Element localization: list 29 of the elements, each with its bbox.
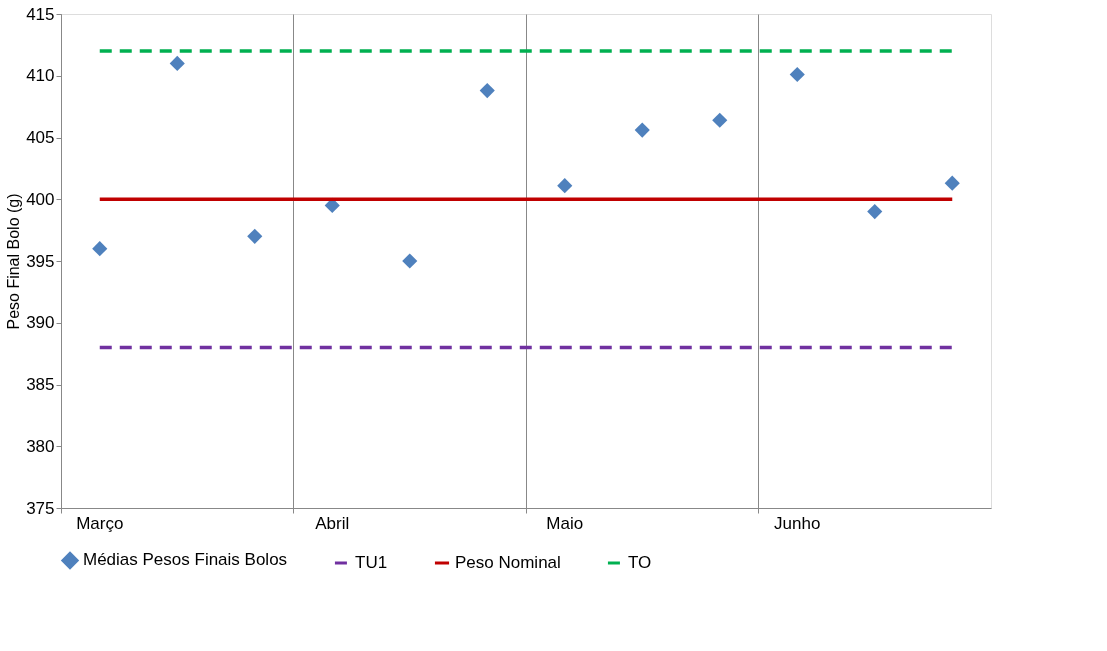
point	[712, 112, 728, 128]
x-tick-label: Maio	[546, 513, 584, 533]
y-tick-label: 380	[26, 436, 55, 456]
y-tick-label: 405	[26, 128, 55, 147]
point	[634, 122, 650, 138]
point	[402, 253, 418, 269]
point	[557, 178, 573, 194]
legend-label: TO	[628, 553, 652, 572]
x-tick-label: Abril	[315, 513, 350, 533]
x-tick-label: Junho	[774, 513, 821, 533]
point	[479, 82, 495, 99]
y-axis-title: Peso Final Bolo (g)	[5, 193, 23, 330]
point	[247, 228, 263, 244]
legend-label: Peso Nominal	[455, 553, 561, 572]
point	[92, 241, 108, 257]
y-tick-label: 415	[26, 4, 55, 24]
y-tick-label: 400	[26, 189, 55, 209]
y-tick-label: 375	[26, 498, 55, 518]
point	[169, 55, 185, 71]
y-tick-label: 395	[26, 251, 55, 271]
y-tick-label: 385	[26, 375, 55, 394]
y-tick-label: 410	[26, 66, 55, 86]
legend-label: TU1	[355, 553, 388, 572]
legend-label: Médias Pesos Finais Bolos	[83, 550, 288, 570]
y-tick-label: 390	[26, 313, 55, 333]
point	[944, 175, 960, 191]
x-tick-label: Março	[76, 513, 124, 533]
point	[867, 204, 883, 220]
point	[789, 66, 805, 83]
